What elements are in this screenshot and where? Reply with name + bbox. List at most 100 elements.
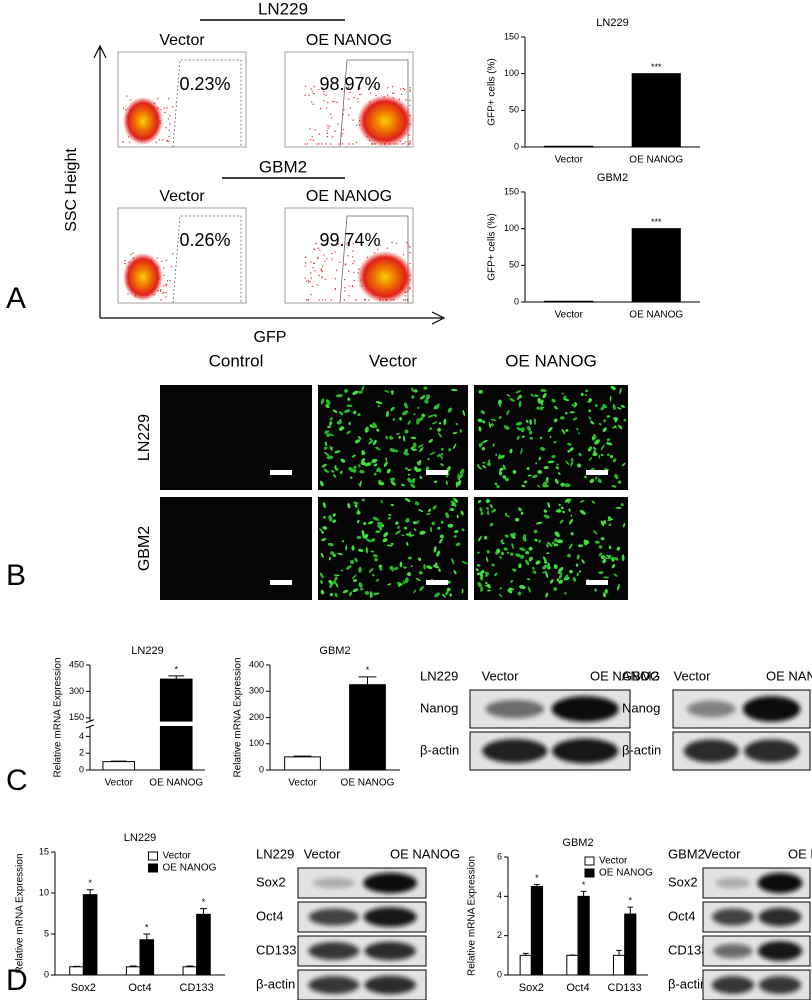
cell [429,451,436,456]
event-dot [326,107,328,109]
event-dot [406,242,408,244]
event-dot [352,143,354,145]
cell [569,569,573,574]
legend-label: OE NANOG [599,868,653,879]
cell [413,528,417,532]
cell [567,442,572,446]
cell [364,590,370,595]
event-dot [347,270,350,272]
blot-band [308,976,360,994]
cell [482,464,487,469]
event-dot [340,135,343,137]
cell [353,465,357,469]
cell [413,413,416,416]
y-tick-label: 0 [79,764,84,774]
cell [407,473,411,476]
column-label: OE NANOG [505,351,597,370]
cell [537,397,542,404]
bar [82,894,98,976]
cell [613,573,618,577]
cell [334,577,338,581]
cell [443,418,447,426]
cell [616,546,621,551]
cell [516,435,520,440]
cell [570,458,574,462]
cell [534,538,538,542]
event-dot [165,127,167,129]
cell [519,547,526,551]
cell [539,406,544,411]
legend-swatch [148,851,158,861]
cell [504,534,509,538]
cell [456,514,459,519]
event-dot [341,133,343,135]
blot-band [712,908,754,926]
cell [411,477,416,484]
y-axis-label: Relative mRNA Expression [15,853,26,973]
cell [401,410,409,416]
cell [614,419,618,423]
error-bar [293,755,312,757]
cell [603,520,607,525]
cell [543,564,550,568]
cell [489,504,493,509]
cell [328,556,331,561]
cell [567,553,571,558]
cell [346,404,353,408]
cell [537,484,541,488]
cell [577,544,584,548]
cell [372,516,380,521]
cell [485,581,488,585]
cell [325,399,331,405]
cell [508,587,515,591]
x-tick-label: Vector [105,778,134,789]
event-dot [327,101,329,104]
blot-band [758,976,802,994]
blot-row-label: Nanog [622,700,660,715]
event-dot [330,299,332,301]
x-tick-label: Vector [555,310,584,321]
event-dot [352,250,354,252]
cell [452,431,458,435]
cell [369,438,373,441]
cell [564,411,568,415]
cell [612,458,617,463]
event-dot [399,88,402,90]
cell [462,409,466,416]
cell [358,464,361,468]
event-dot [351,284,354,287]
cell [408,531,412,534]
event-dot [159,290,162,292]
event-dot [155,141,157,143]
error-bar [616,949,622,956]
cell [322,526,328,530]
cell [498,399,502,405]
cell [498,593,503,598]
event-dot [313,262,315,264]
event-dot [329,125,331,128]
event-dot [324,244,326,246]
event-dot [409,87,411,89]
cell [598,454,601,459]
cell [436,550,440,557]
event-dot [355,141,358,144]
cell [485,499,491,504]
gate [339,215,409,304]
x-tick-label: Vector [555,155,584,166]
cell [358,566,362,573]
event-dot [404,299,407,301]
cell [389,477,396,482]
event-dot [355,299,357,301]
cell [525,419,529,424]
blot-cell-line: GBM2 [622,668,659,683]
event-dot [338,143,340,145]
cell [477,418,483,423]
event-dot [370,92,372,94]
cell [401,534,405,537]
cell [320,580,323,584]
y-tick-label: 0 [497,969,502,979]
cell [419,530,426,535]
cell [417,407,420,409]
event-dot [306,143,309,145]
cell [606,554,611,558]
